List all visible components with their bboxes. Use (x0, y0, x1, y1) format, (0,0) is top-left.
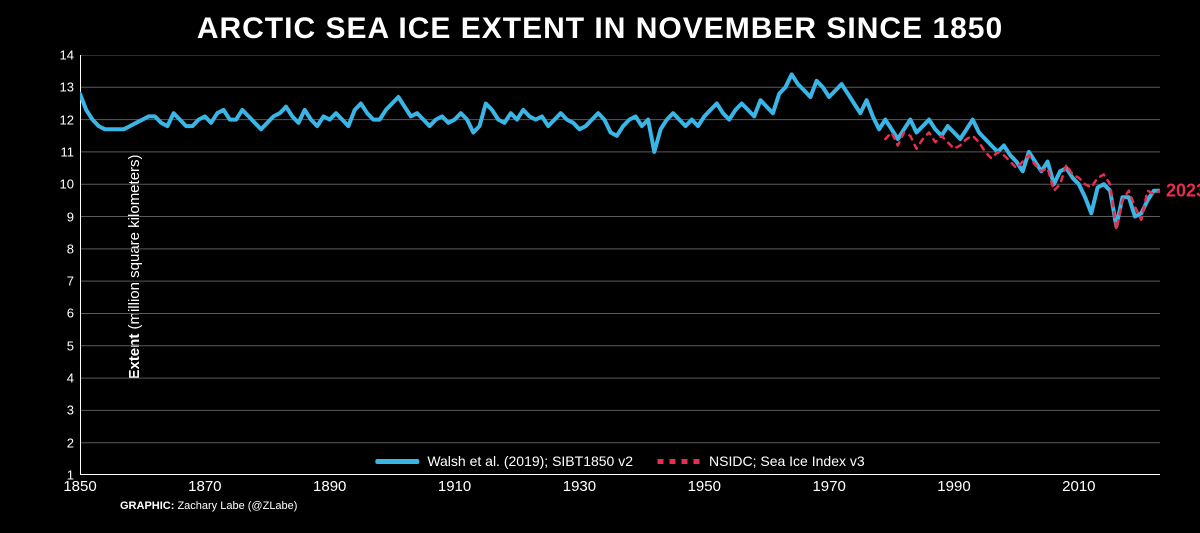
y-tick-label: 5 (44, 338, 74, 353)
legend-swatch (375, 459, 419, 464)
y-tick-label: 11 (44, 144, 74, 159)
y-tick-label: 13 (44, 80, 74, 95)
y-tick-label: 14 (44, 48, 74, 63)
x-tick-label: 2010 (1062, 478, 1095, 495)
chart-container: ARCTIC SEA ICE EXTENT IN NOVEMBER SINCE … (0, 0, 1200, 533)
y-tick-label: 12 (44, 112, 74, 127)
legend: Walsh et al. (2019); SIBT1850 v2 NSIDC; S… (375, 453, 864, 469)
credit-bold: GRAPHIC: (120, 500, 174, 512)
series-nsidc_sea_ice_index_v3 (885, 133, 1160, 230)
legend-item: Walsh et al. (2019); SIBT1850 v2 (375, 453, 633, 469)
y-tick-label: 10 (44, 177, 74, 192)
x-tick-label: 1890 (313, 478, 346, 495)
x-tick-label: 1990 (937, 478, 970, 495)
legend-item: NSIDC; Sea Ice Index v3 (657, 453, 865, 469)
x-tick-label: 1850 (63, 478, 96, 495)
y-tick-label: 3 (44, 403, 74, 418)
series-walsh_sibt1850_v2 (80, 74, 1160, 226)
chart-title: ARCTIC SEA ICE EXTENT IN NOVEMBER SINCE … (0, 12, 1200, 46)
credit-text: Zachary Labe (@ZLabe) (174, 500, 297, 512)
graphic-credit: GRAPHIC: Zachary Labe (@ZLabe) (120, 500, 297, 512)
x-tick-label: 1950 (688, 478, 721, 495)
y-tick-label: 8 (44, 241, 74, 256)
plot-svg (80, 55, 1160, 475)
x-tick-label: 1870 (188, 478, 221, 495)
plot-area: Walsh et al. (2019); SIBT1850 v2 NSIDC; S… (80, 55, 1160, 475)
end-annotation-2023: 2023 (1166, 180, 1200, 201)
y-tick-label: 6 (44, 306, 74, 321)
x-tick-label: 1970 (812, 478, 845, 495)
y-tick-label: 9 (44, 209, 74, 224)
legend-swatch (657, 459, 701, 464)
x-tick-label: 1930 (563, 478, 596, 495)
y-tick-label: 2 (44, 435, 74, 450)
x-tick-label: 1910 (438, 478, 471, 495)
legend-label: Walsh et al. (2019); SIBT1850 v2 (427, 453, 633, 469)
y-tick-label: 7 (44, 274, 74, 289)
legend-label: NSIDC; Sea Ice Index v3 (709, 453, 865, 469)
y-tick-label: 4 (44, 371, 74, 386)
